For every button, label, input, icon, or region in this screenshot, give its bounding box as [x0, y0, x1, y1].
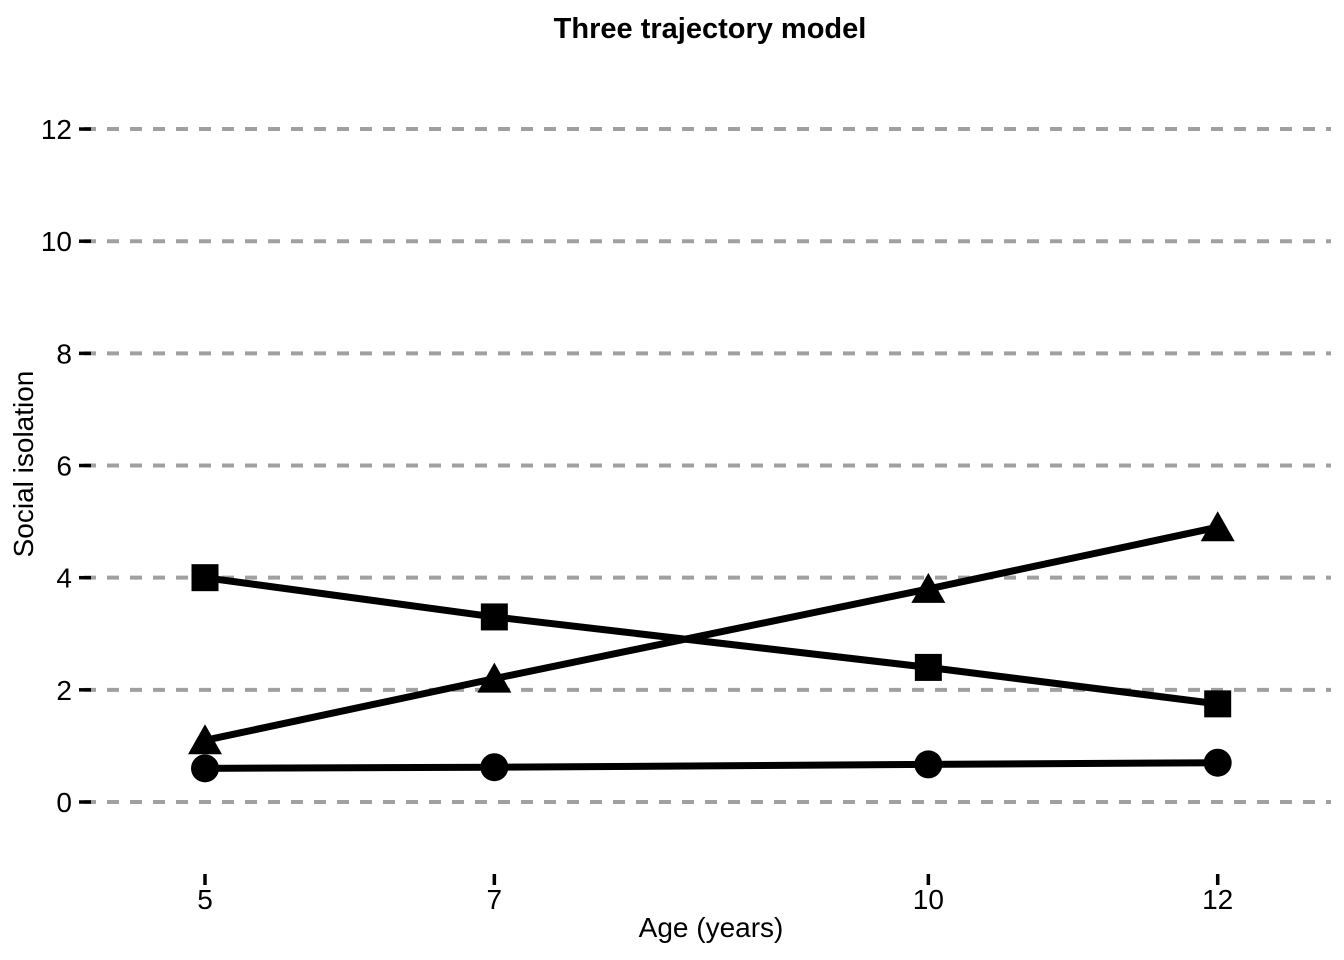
triangle-marker — [911, 572, 946, 603]
circle-marker — [914, 750, 943, 779]
circle-marker — [1203, 748, 1232, 777]
x-tick-label: 5 — [197, 884, 213, 915]
triangle-marker — [1200, 511, 1235, 542]
y-tick-label: 0 — [56, 787, 72, 818]
series-line-circle — [204, 759, 1218, 772]
plot-title: Three trajectory model — [554, 13, 867, 45]
square-marker — [480, 603, 508, 631]
y-tick-label: 10 — [41, 226, 72, 257]
x-tick-label: 10 — [913, 884, 944, 915]
series-line-square — [204, 574, 1219, 708]
axes-layer: 0 2 4 6 8 10 12 5 7 10 12 — [41, 114, 1233, 915]
y-tick-label: 12 — [41, 114, 72, 145]
gridlines-layer — [84, 127, 1331, 804]
circle-marker — [480, 753, 509, 782]
series-line-triangle — [204, 523, 1219, 744]
triangle-marker — [477, 662, 512, 693]
square-marker — [1204, 690, 1232, 718]
triangle-marker — [188, 724, 222, 755]
series-layer — [188, 511, 1235, 783]
y-tick-label: 6 — [56, 451, 72, 482]
y-tick-label: 2 — [56, 675, 72, 706]
y-tick-label: 4 — [56, 563, 72, 594]
y-tick-label: 8 — [56, 338, 72, 369]
circle-marker — [191, 754, 219, 783]
x-tick-label: 12 — [1202, 884, 1233, 915]
square-marker — [914, 653, 942, 681]
y-axis-title: Social isolation — [8, 371, 39, 558]
x-axis-title: Age (years) — [639, 912, 784, 943]
square-marker — [191, 564, 219, 592]
x-tick-label: 7 — [487, 884, 503, 915]
